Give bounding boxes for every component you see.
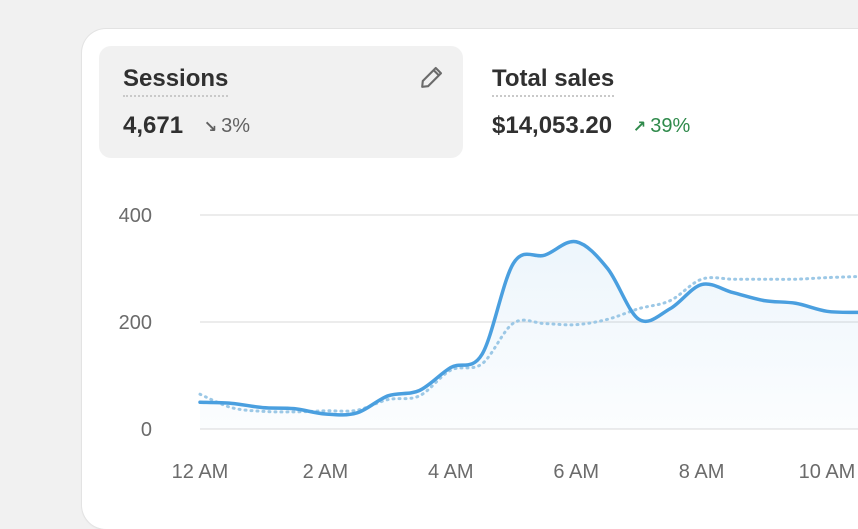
y-tick-label: 0	[141, 419, 152, 441]
x-tick-label: 10 AM	[799, 461, 856, 483]
y-tick-label: 400	[119, 205, 152, 227]
metric-title[interactable]: Sessions	[123, 65, 229, 97]
arrow-up-right-icon: ↗	[632, 119, 647, 136]
primary-series-area	[200, 241, 858, 429]
x-tick-label: 2 AM	[303, 461, 349, 483]
sessions-chart: 400 200 0 12 AM 2 AM 4 AM 6 AM 8 AM 10 AM	[119, 205, 858, 483]
arrow-down-right-icon: ↘	[203, 119, 218, 136]
metric-value-row: 4,671 ↘ 3%	[123, 112, 250, 142]
metric-delta-value: 3%	[221, 115, 251, 137]
y-tick-label: 200	[119, 312, 152, 334]
metric-value: $14,053.20	[492, 112, 613, 139]
x-tick-label: 12 AM	[172, 461, 229, 483]
edit-metric-button[interactable]	[417, 62, 447, 92]
pencil-icon	[421, 66, 443, 88]
metric-delta: ↘ 3%	[204, 112, 250, 142]
primary-series-line	[198, 239, 858, 417]
total-sales-metric-tab[interactable]: Total sales $14,053.20 ↗ 39%	[468, 46, 848, 158]
metric-delta: ↗ 39%	[633, 112, 690, 142]
x-tick-label: 6 AM	[553, 461, 599, 483]
analytics-card: Sessions 4,671 ↘ 3% Total sales $14,053.2…	[82, 29, 858, 529]
x-tick-label: 8 AM	[679, 461, 725, 483]
metric-value-row: $14,053.20 ↗ 39%	[492, 112, 690, 142]
sessions-metric-tab[interactable]: Sessions 4,671 ↘ 3%	[99, 46, 463, 158]
metric-title[interactable]: Total sales	[492, 65, 615, 97]
metric-value: 4,671	[123, 112, 184, 139]
x-tick-label: 4 AM	[428, 461, 474, 483]
metric-delta-value: 39%	[650, 115, 691, 137]
